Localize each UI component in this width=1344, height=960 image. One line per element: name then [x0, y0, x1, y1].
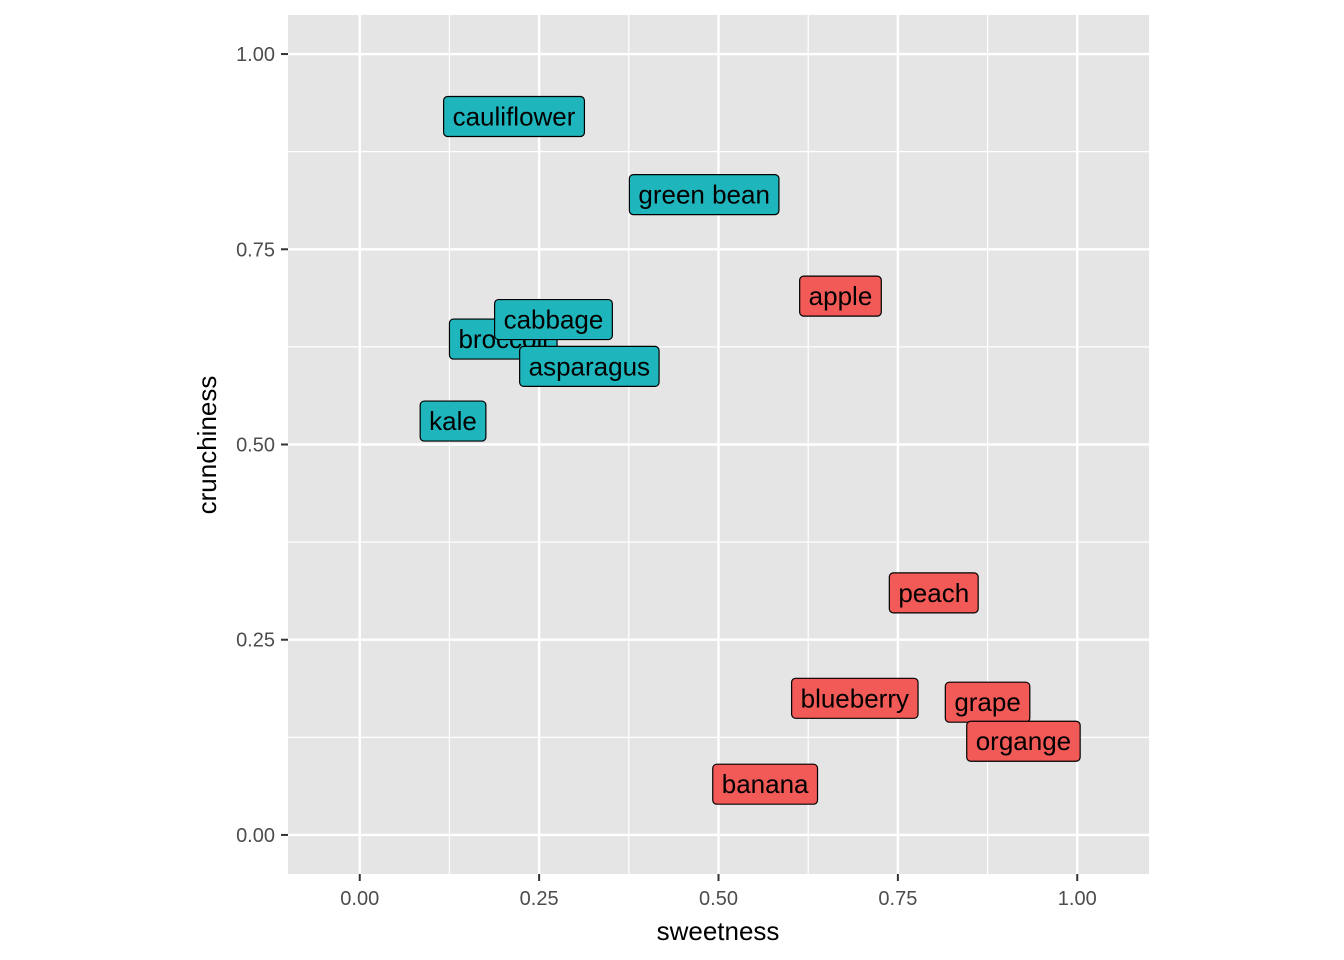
data-label-banana: banana	[712, 763, 819, 805]
data-label-apple: apple	[799, 275, 882, 317]
data-label-blueberry: blueberry	[791, 677, 919, 719]
data-label-box	[493, 298, 613, 341]
data-label-box	[791, 677, 919, 719]
data-label-box	[419, 400, 487, 442]
data-label-box	[519, 345, 660, 388]
data-label-text: peach	[898, 578, 969, 608]
data-label-green-bean: green bean	[628, 174, 780, 216]
data-label-text: green bean	[638, 180, 770, 210]
data-label-text: grape	[954, 687, 1021, 717]
data-label-text: apple	[809, 281, 873, 311]
data-label-text: kale	[429, 406, 477, 436]
data-label-asparagus: asparagus	[519, 345, 660, 388]
x-tick-label: 0.25	[520, 888, 559, 910]
data-label-text: blueberry	[801, 683, 909, 713]
x-tick-label: 0.50	[699, 888, 738, 910]
data-label-box	[888, 572, 979, 614]
data-label-text: cabbage	[504, 305, 604, 335]
data-label-box	[628, 174, 780, 216]
data-label-text: banana	[722, 769, 809, 799]
data-label-cauliflower: cauliflower	[442, 95, 586, 138]
data-label-box	[799, 275, 882, 317]
x-tick-label: 0.00	[340, 888, 379, 910]
axis-ticks: 0.00 0.25 0.50 0.75 1.00 0.00 0.25 0.50 0.75 1.00	[236, 44, 1097, 910]
major-gridlines	[288, 15, 1149, 874]
y-tick-label: 0.25	[236, 630, 275, 652]
data-label-organge: organge	[966, 720, 1081, 762]
x-tick-label: 1.00	[1058, 888, 1097, 910]
y-tick-label: 0.00	[236, 825, 275, 847]
data-label-text: organge	[976, 726, 1071, 756]
y-tick-label: 0.75	[236, 239, 275, 261]
data-label-cabbage: cabbage	[493, 298, 613, 341]
data-label-text: cauliflower	[453, 102, 576, 132]
data-label-peach: peach	[888, 572, 979, 614]
x-tick-label: 0.75	[878, 888, 917, 910]
data-label-box	[442, 95, 586, 138]
data-label-grape: grape	[944, 681, 1031, 723]
data-label-box	[966, 720, 1081, 762]
y-tick-label: 1.00	[236, 44, 275, 66]
data-label-text: asparagus	[529, 351, 650, 381]
x-axis-title: sweetness	[657, 916, 780, 946]
data-label-kale: kale	[419, 400, 487, 442]
y-axis-title: crunchiness	[192, 376, 222, 515]
y-tick-label: 0.50	[236, 435, 275, 457]
data-label-box	[712, 763, 819, 805]
